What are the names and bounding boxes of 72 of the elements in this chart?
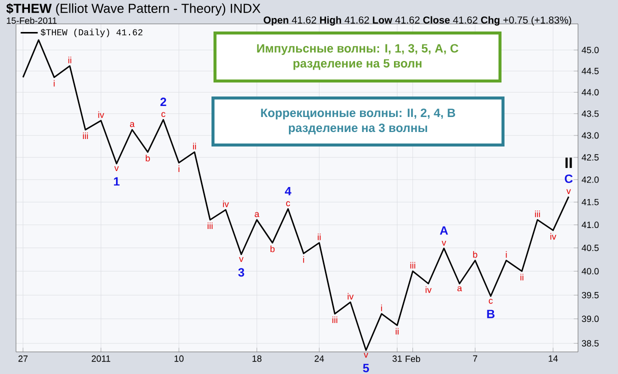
- data-label: c: [286, 201, 290, 206]
- data-label: v: [566, 189, 571, 194]
- annotation: 5: [363, 364, 369, 372]
- y-tick-label: 39.0: [582, 316, 599, 322]
- x-tick-label: 27: [18, 355, 28, 362]
- chart-title: $THEW (Elliot Wave Pattern - Theory) INDX: [6, 3, 260, 16]
- chart-subtitle: 15-Feb-2011: [6, 17, 57, 24]
- data-label: b: [146, 154, 150, 162]
- annotation: 3: [238, 268, 244, 277]
- data-label: a: [254, 212, 260, 218]
- annotation: C: [564, 174, 573, 183]
- data-label: iv: [98, 111, 104, 118]
- y-tick-label: 42.5: [582, 154, 599, 161]
- x-tick-label: 7: [473, 355, 478, 362]
- y-tick-label: 44.0: [582, 89, 599, 96]
- data-label: ii: [318, 234, 321, 240]
- annotation: 2: [160, 98, 166, 106]
- data-label: iv: [550, 233, 556, 240]
- data-label: i: [178, 165, 180, 172]
- x-tick-label: 2011: [92, 355, 110, 362]
- y-tick-label: 42.0: [582, 176, 599, 183]
- y-tick-label: 44.5: [582, 68, 599, 74]
- data-label: ii: [520, 274, 524, 280]
- data-label: iv: [223, 200, 229, 208]
- data-label: v: [239, 257, 244, 262]
- y-tick-label: 38.5: [582, 340, 599, 347]
- x-tick-label: 24: [314, 355, 324, 362]
- data-label: iv: [426, 286, 432, 293]
- data-label: ii: [396, 328, 399, 335]
- data-label: b: [270, 246, 275, 252]
- data-label: a: [457, 286, 462, 292]
- x-tick-label: 10: [174, 355, 184, 362]
- data-label: b: [473, 251, 478, 258]
- x-tick-label: 31: [392, 355, 402, 362]
- data-label: iii: [535, 210, 540, 218]
- annotation: 1: [114, 177, 120, 186]
- y-tick-label: 39.5: [582, 292, 599, 298]
- y-tick-label: 40.0: [582, 268, 599, 274]
- data-label: iii: [332, 316, 338, 324]
- text: Open 41.62 High 41.62 Low 41.62 Close 41.62 Chg +0.75 (+1.83%): [264, 16, 572, 26]
- data-label: iii: [410, 262, 416, 268]
- data-label: i: [303, 256, 304, 263]
- data-label: c: [488, 298, 493, 304]
- data-label: ii: [68, 56, 72, 64]
- data-label: i: [54, 80, 55, 87]
- annotation: A: [440, 226, 448, 235]
- annotation: B: [487, 310, 494, 318]
- data-label: iii: [208, 222, 212, 230]
- data-label: i: [506, 251, 507, 258]
- y-tick-label: 41.0: [582, 222, 599, 228]
- data-label: i: [381, 304, 382, 312]
- data-label: a: [130, 122, 135, 128]
- y-tick-label: 43.0: [582, 132, 599, 139]
- y-tick-label: 41.5: [582, 198, 599, 206]
- y-tick-label: 45.0: [582, 46, 599, 54]
- data-label: v: [442, 240, 446, 246]
- annotation: Коррекционные волны: II, 2, 4, B разделение на 3 волны: [261, 108, 456, 134]
- x-tick-label: Feb: [406, 355, 420, 362]
- data-label: iv: [348, 292, 354, 300]
- annotation: II: [565, 158, 572, 168]
- annotation: Импульсные волны: I, 1, 3, 5, A, C разделение на 5 волн: [257, 44, 458, 70]
- y-tick-label: 43.5: [582, 110, 599, 117]
- annotation: 4: [284, 186, 292, 196]
- data-label: ii: [193, 142, 196, 150]
- data-label: iii: [82, 132, 88, 139]
- data-label: c: [161, 112, 166, 118]
- data-label: v: [364, 352, 368, 358]
- legend-label: $THEW (Daily) 41.62: [40, 28, 142, 38]
- x-tick-label: 18: [252, 355, 262, 362]
- x-tick-label: 14: [548, 355, 558, 362]
- data-label: v: [114, 166, 119, 172]
- y-tick-label: 40.5: [582, 244, 599, 252]
